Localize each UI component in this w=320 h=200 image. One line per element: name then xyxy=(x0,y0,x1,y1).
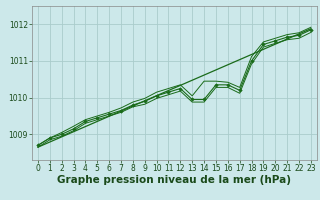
X-axis label: Graphe pression niveau de la mer (hPa): Graphe pression niveau de la mer (hPa) xyxy=(57,175,292,185)
